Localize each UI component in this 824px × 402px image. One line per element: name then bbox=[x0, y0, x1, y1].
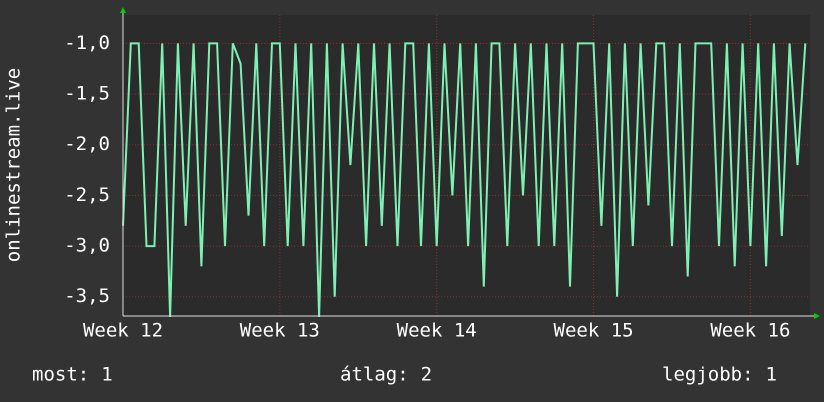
x-tick-label: Week 14 bbox=[397, 320, 477, 342]
x-tick-label: Week 12 bbox=[83, 320, 163, 342]
stat-value: 1 bbox=[766, 364, 777, 386]
stat-label: most: bbox=[32, 364, 89, 386]
x-arrow bbox=[814, 313, 820, 319]
x-tick-label: Week 15 bbox=[554, 320, 634, 342]
y-axis-label: onlinestream.live bbox=[3, 68, 25, 262]
stat-value: 2 bbox=[421, 364, 432, 386]
stat-value: 1 bbox=[101, 364, 112, 386]
x-tick-label: Week 13 bbox=[240, 320, 320, 342]
stat-label: átlag: bbox=[340, 364, 409, 386]
stat-label: legjobb: bbox=[662, 364, 754, 386]
data-line bbox=[122, 42, 807, 318]
plot-area bbox=[123, 15, 810, 316]
y-tick-label: -2,5 bbox=[64, 184, 110, 206]
y-tick-label: -1,5 bbox=[64, 83, 110, 105]
y-arrow bbox=[120, 7, 126, 13]
y-tick-label: -1,0 bbox=[64, 32, 110, 54]
y-tick-label: -2,0 bbox=[64, 133, 110, 155]
y-tick-label: -3,0 bbox=[64, 235, 110, 257]
x-tick-label: Week 16 bbox=[710, 320, 790, 342]
y-tick-label: -3,5 bbox=[64, 285, 110, 307]
